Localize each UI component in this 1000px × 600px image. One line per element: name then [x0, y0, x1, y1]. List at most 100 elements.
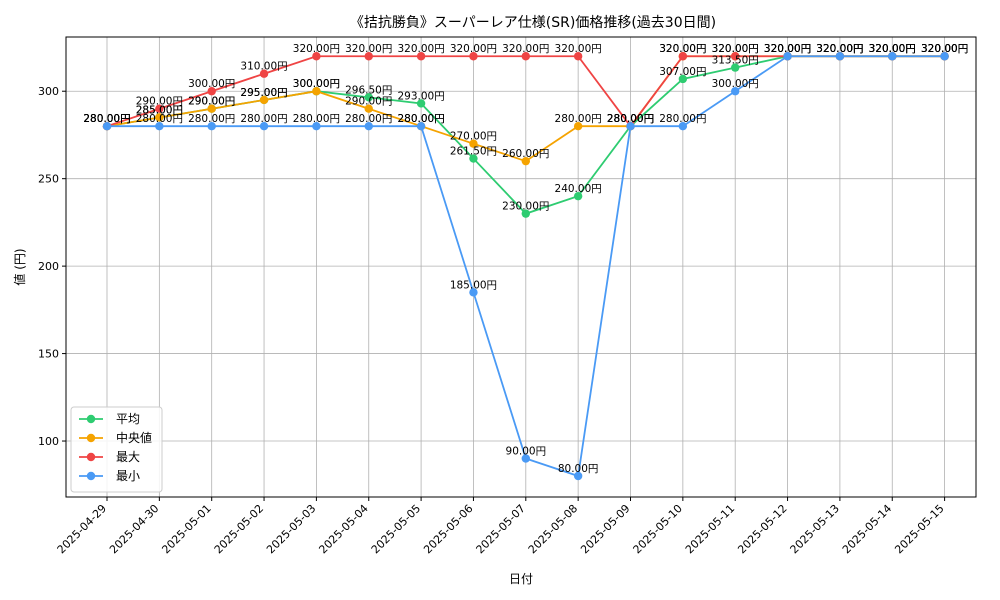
- x-tick-label: 2025-05-02: [212, 502, 266, 556]
- data-point: [155, 104, 164, 113]
- data-label: 290.00円: [136, 96, 183, 108]
- data-label: 285.00円: [136, 104, 183, 116]
- x-axis: 2025-04-292025-04-302025-05-012025-05-02…: [55, 497, 947, 556]
- data-point: [364, 122, 373, 131]
- data-label: 320.00円: [555, 43, 602, 55]
- data-point: [469, 139, 478, 148]
- x-tick-label: 2025-05-15: [892, 502, 946, 556]
- data-label: 320.00円: [345, 43, 392, 55]
- data-labels: 280.00円285.00円290.00円295.00円300.00円296.5…: [83, 43, 968, 475]
- data-label: 240.00円: [555, 183, 602, 195]
- x-axis-label: 日付: [509, 572, 533, 586]
- y-tick-label: 250: [38, 173, 59, 186]
- x-tick-label: 2025-05-01: [159, 502, 213, 556]
- data-point: [102, 122, 112, 131]
- data-point: [364, 93, 373, 102]
- legend-label: 平均: [116, 412, 140, 426]
- legend-label: 最大: [116, 450, 140, 464]
- data-point: [678, 52, 688, 61]
- data-label: 293.00円: [397, 90, 444, 102]
- y-tick-label: 200: [38, 260, 59, 273]
- data-point: [416, 52, 426, 61]
- series-group: [102, 52, 949, 481]
- legend-marker: [86, 471, 96, 481]
- data-label: 270.00円: [450, 131, 497, 143]
- data-point: [155, 122, 164, 131]
- x-tick-label: 2025-05-12: [735, 502, 789, 556]
- data-point: [469, 52, 478, 61]
- data-label: 280.00円: [83, 113, 130, 125]
- data-point: [469, 154, 478, 163]
- grid: [66, 37, 976, 497]
- data-label: 320.00円: [869, 43, 916, 55]
- data-point: [312, 122, 321, 131]
- data-label: 80.00円: [558, 463, 599, 475]
- data-label: 280.00円: [659, 113, 706, 125]
- data-point: [573, 191, 583, 201]
- x-tick-label: 2025-05-14: [840, 502, 894, 556]
- data-point: [207, 104, 216, 113]
- legend-marker: [86, 452, 96, 462]
- y-tick-label: 300: [38, 85, 59, 98]
- data-point: [259, 122, 269, 131]
- data-point: [678, 122, 688, 131]
- x-tick-label: 2025-05-09: [578, 502, 632, 556]
- x-tick-label: 2025-05-08: [526, 502, 580, 556]
- data-label: 290.00円: [345, 96, 392, 108]
- x-tick-label: 2025-05-11: [683, 502, 737, 556]
- data-point: [573, 122, 583, 131]
- data-label: 320.00円: [764, 43, 811, 55]
- x-tick-label: 2025-05-13: [788, 502, 842, 556]
- data-label: 320.00円: [816, 43, 863, 55]
- data-point: [626, 122, 635, 131]
- data-label: 185.00円: [450, 279, 497, 291]
- data-label: 320.00円: [502, 43, 549, 55]
- data-label: 285.00円: [136, 104, 183, 116]
- data-label: 280.00円: [83, 113, 130, 125]
- data-point: [155, 113, 164, 122]
- x-tick-label: 2025-05-03: [264, 502, 318, 556]
- data-label: 320.00円: [450, 43, 497, 55]
- legend-label: 中央値: [116, 430, 152, 445]
- data-point: [364, 52, 373, 61]
- data-label: 320.00円: [764, 43, 811, 55]
- data-point: [835, 52, 845, 61]
- data-point: [416, 99, 426, 108]
- x-tick-label: 2025-05-04: [316, 502, 370, 556]
- data-point: [888, 52, 897, 61]
- data-label: 295.00円: [240, 87, 287, 99]
- data-label: 300.00円: [712, 78, 759, 90]
- y-axis-label: 値 (円): [12, 248, 27, 285]
- data-point: [207, 87, 216, 96]
- data-point: [259, 95, 269, 105]
- data-point: [731, 63, 740, 72]
- data-label: 280.00円: [83, 113, 130, 125]
- data-label: 280.00円: [607, 113, 654, 125]
- data-label: 313.50円: [712, 55, 759, 67]
- data-point: [312, 87, 321, 96]
- data-point: [573, 471, 583, 481]
- data-label: 320.00円: [397, 43, 444, 55]
- x-tick-label: 2025-05-10: [631, 502, 685, 556]
- x-tick-label: 2025-05-05: [369, 502, 423, 556]
- data-label: 280.00円: [188, 113, 235, 125]
- data-label: 280.00円: [345, 113, 392, 125]
- data-point: [731, 52, 740, 61]
- data-label: 320.00円: [293, 43, 340, 55]
- data-label: 280.00円: [397, 113, 444, 125]
- data-label: 320.00円: [921, 43, 968, 55]
- data-point: [521, 156, 530, 166]
- data-label: 260.00円: [502, 148, 549, 160]
- data-point: [521, 454, 530, 463]
- legend-marker: [86, 414, 96, 424]
- data-label: 320.00円: [869, 43, 916, 55]
- data-point: [731, 87, 740, 96]
- legend-marker: [86, 433, 96, 443]
- x-tick-label: 2025-05-07: [474, 502, 528, 556]
- data-label: 320.00円: [764, 43, 811, 55]
- data-label: 320.00円: [816, 43, 863, 55]
- data-point: [573, 52, 583, 61]
- data-label: 280.00円: [240, 113, 287, 125]
- data-label: 320.00円: [712, 43, 759, 55]
